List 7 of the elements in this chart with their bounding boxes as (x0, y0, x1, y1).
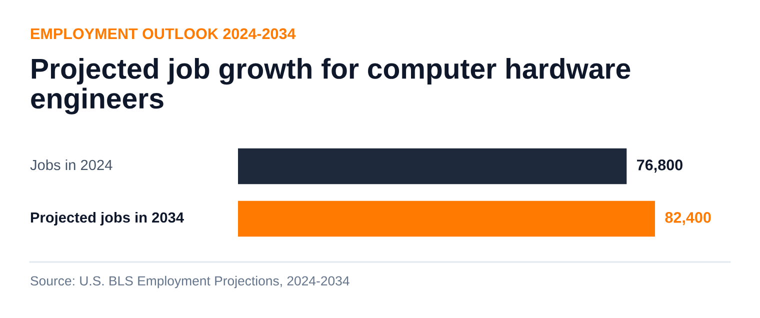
y-tick-label: Projected jobs in 2034 (30, 212, 184, 226)
chart-subtitle: EMPLOYMENT OUTLOOK 2024-2034 (31, 28, 296, 40)
y-tick-label: Jobs in 2024 (30, 159, 112, 170)
chart-title: Projected job growth for computer hardware engineers (31, 58, 630, 114)
data-label: 76,800 (637, 160, 682, 173)
source-note: Source: U.S. BLS Employment Projections, 2024-2034 (30, 276, 350, 288)
data-label: 82,400 (665, 212, 711, 226)
